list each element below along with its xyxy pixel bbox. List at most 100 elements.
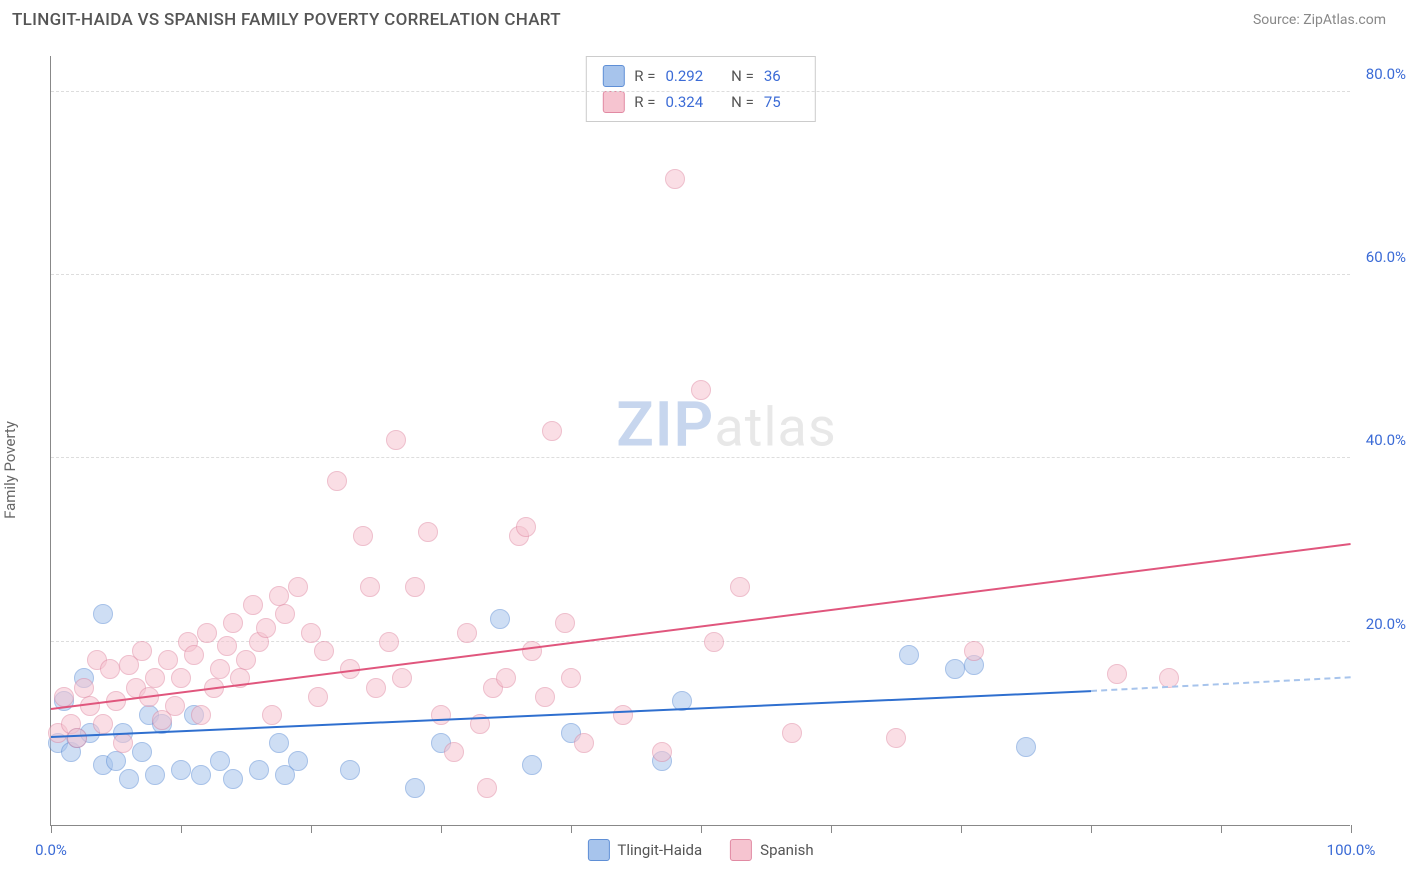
data-point (191, 765, 211, 785)
data-point (353, 526, 373, 546)
data-point (132, 641, 152, 661)
x-tick (311, 825, 312, 833)
data-point (197, 623, 217, 643)
x-tick (1351, 825, 1352, 833)
data-point (301, 623, 321, 643)
legend-label: Tlingit-Haida (617, 841, 702, 859)
data-point (54, 687, 74, 707)
data-point (555, 613, 575, 633)
r-value: 0.292 (665, 67, 703, 85)
data-point (145, 668, 165, 688)
legend-swatch (602, 91, 624, 113)
x-tick (1091, 825, 1092, 833)
data-point (691, 380, 711, 400)
data-point (93, 604, 113, 624)
data-point (405, 778, 425, 798)
x-tick (51, 825, 52, 833)
n-value: 75 (764, 93, 781, 111)
header: TLINGIT-HAIDA VS SPANISH FAMILY POVERTY … (0, 0, 1406, 36)
data-point (217, 636, 237, 656)
x-tick (961, 825, 962, 833)
data-point (444, 742, 464, 762)
legend-stats: R = 0.292 N = 36 R =0.324N =75 (585, 56, 815, 122)
legend-series: Tlingit-Haida Spanish (587, 839, 813, 861)
y-axis-label: Family Poverty (1, 421, 19, 519)
data-point (522, 755, 542, 775)
legend-item: Spanish (730, 839, 813, 861)
data-point (132, 742, 152, 762)
data-point (327, 471, 347, 491)
x-tick (571, 825, 572, 833)
source-label: Source: ZipAtlas.com (1253, 12, 1386, 28)
gridline (51, 274, 1350, 275)
data-point (113, 733, 133, 753)
y-tick-label: 20.0% (1366, 615, 1406, 633)
data-point (418, 522, 438, 542)
data-point (477, 778, 497, 798)
data-point (93, 714, 113, 734)
data-point (210, 659, 230, 679)
watermark-light: atlas (714, 397, 836, 460)
data-point (249, 760, 269, 780)
n-label: N = (731, 67, 754, 85)
data-point (945, 659, 965, 679)
data-point (269, 586, 289, 606)
data-point (1107, 664, 1127, 684)
x-tick-label: 0.0% (35, 841, 67, 859)
data-point (158, 650, 178, 670)
data-point (165, 696, 185, 716)
trend-line (1091, 676, 1351, 692)
r-label: R = (634, 67, 655, 85)
data-point (184, 645, 204, 665)
data-point (288, 751, 308, 771)
legend-item: Tlingit-Haida (587, 839, 702, 861)
x-tick (181, 825, 182, 833)
data-point (1016, 737, 1036, 757)
data-point (405, 577, 425, 597)
data-point (236, 650, 256, 670)
legend-label: Spanish (760, 841, 813, 859)
data-point (516, 517, 536, 537)
x-tick (701, 825, 702, 833)
data-point (223, 613, 243, 633)
data-point (275, 604, 295, 624)
data-point (652, 742, 672, 762)
data-point (210, 751, 230, 771)
x-tick-label: 100.0% (1327, 841, 1376, 859)
data-point (522, 641, 542, 661)
gridline (51, 457, 1350, 458)
y-tick-label: 40.0% (1366, 431, 1406, 449)
x-tick (1221, 825, 1222, 833)
data-point (243, 595, 263, 615)
data-point (899, 645, 919, 665)
chart-container: Family Poverty ZIPatlas R =0.292N =36R =… (0, 36, 1406, 886)
x-tick (831, 825, 832, 833)
data-point (386, 430, 406, 450)
data-point (119, 769, 139, 789)
data-point (542, 421, 562, 441)
y-tick-label: 60.0% (1366, 248, 1406, 266)
data-point (74, 678, 94, 698)
n-value: 36 (764, 67, 781, 85)
data-point (964, 641, 984, 661)
gridline (51, 641, 1350, 642)
data-point (67, 728, 87, 748)
data-point (171, 760, 191, 780)
data-point (314, 641, 334, 661)
data-point (256, 618, 276, 638)
data-point (106, 751, 126, 771)
data-point (145, 765, 165, 785)
data-point (431, 705, 451, 725)
data-point (308, 687, 328, 707)
legend-stat-row: R =0.324N =75 (602, 89, 798, 115)
r-label: R = (634, 93, 655, 111)
data-point (288, 577, 308, 597)
data-point (360, 577, 380, 597)
watermark: ZIPatlas (616, 389, 837, 462)
y-tick-label: 80.0% (1366, 65, 1406, 83)
data-point (379, 632, 399, 652)
data-point (490, 609, 510, 629)
data-point (100, 659, 120, 679)
legend-swatch (587, 839, 609, 861)
data-point (262, 705, 282, 725)
